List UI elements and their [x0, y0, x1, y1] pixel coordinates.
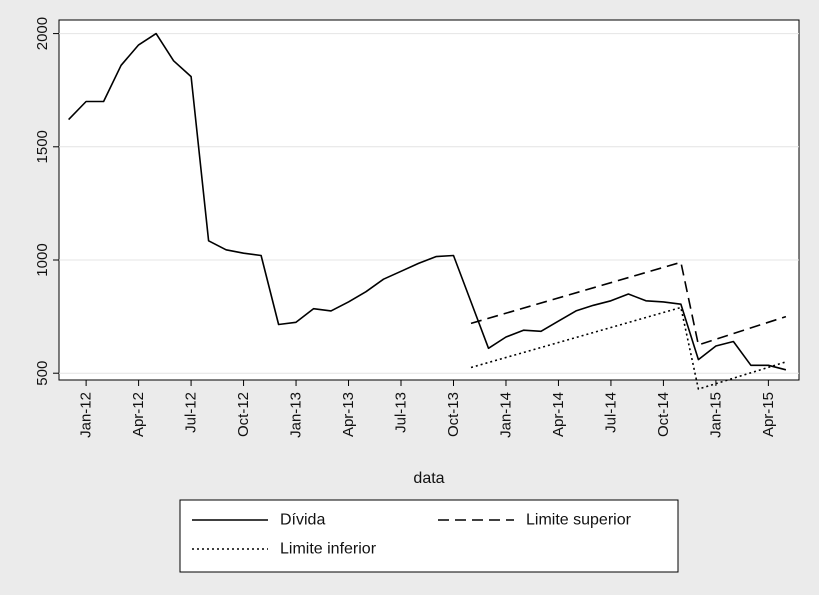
x-tick-label: Apr-14 — [550, 392, 567, 437]
x-tick-label: Apr-13 — [340, 392, 357, 437]
x-tick-label: Jul-14 — [602, 392, 619, 433]
legend: Dívida Limite superior Limite inferior — [179, 499, 679, 573]
x-tick-label: Jul-13 — [393, 392, 410, 433]
x-tick-label: Apr-15 — [760, 392, 777, 437]
legend-box — [179, 499, 679, 573]
x-tick-label: Oct-12 — [235, 392, 252, 437]
legend-label-3: Limite inferior — [280, 541, 377, 558]
series-line-2 — [470, 261, 787, 346]
x-tick-label: Apr-12 — [130, 392, 147, 437]
x-axis: Jan-12 Apr-12 Jul-12 Oct-12 Jan-13 Apr-13 Jul-… — [78, 380, 777, 438]
y-tick-label: 2000 — [34, 17, 51, 50]
series-line-3 — [470, 306, 787, 390]
x-tick-label: Jan-12 — [78, 392, 95, 438]
x-tick-label: Oct-14 — [655, 392, 672, 437]
x-tick-label: Jan-15 — [707, 392, 724, 438]
x-tick-label: Jul-12 — [183, 392, 200, 433]
y-tick-label: 500 — [34, 361, 51, 386]
x-tick-label: Oct-13 — [445, 392, 462, 437]
y-tick-label: 1500 — [34, 130, 51, 163]
series-layer — [68, 32, 787, 390]
y-tick-label: 1000 — [34, 243, 51, 276]
x-tick-label: Jan-14 — [497, 392, 514, 438]
x-tick-label: Jan-13 — [288, 392, 305, 438]
legend-label-2: Limite superior — [526, 512, 632, 529]
plot-background — [58, 19, 800, 381]
series-line-1 — [68, 32, 787, 371]
legend-label-1: Dívida — [280, 512, 325, 529]
x-axis-title: data — [413, 470, 444, 487]
y-axis: 500 1000 1500 2000 — [34, 17, 59, 386]
